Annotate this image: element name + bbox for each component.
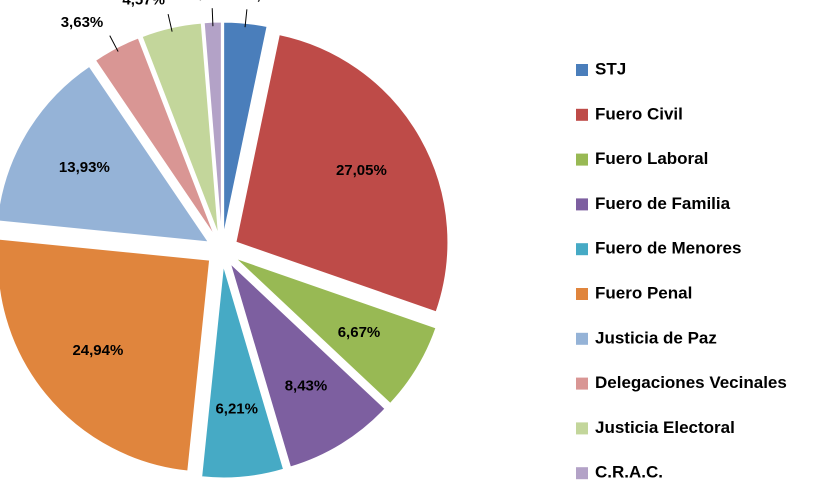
legend-swatch <box>576 243 588 256</box>
pie-slice <box>229 261 386 468</box>
leader-line <box>109 35 119 52</box>
legend-swatch <box>576 198 588 211</box>
legend-label: Justicia Electoral <box>595 418 735 437</box>
leader-line <box>211 8 214 27</box>
legend-swatch <box>576 153 588 166</box>
legend-label: C.R.A.C. <box>595 463 663 482</box>
data-label: 24,94% <box>72 342 123 359</box>
legend-swatch <box>576 288 588 300</box>
leader-line <box>244 9 248 28</box>
legend-label: Fuero Laboral <box>595 149 708 168</box>
legend-label: Fuero Penal <box>595 283 692 302</box>
data-label: 4,57% <box>122 0 165 8</box>
pie-slice <box>235 257 437 405</box>
legend-swatch <box>576 64 588 76</box>
leader-line <box>167 13 173 32</box>
data-label: 6,67% <box>338 324 381 341</box>
legend-label: Justicia de Paz <box>595 328 717 347</box>
data-label: 6,21% <box>215 400 258 417</box>
data-label: 3,63% <box>61 14 104 31</box>
legend-label: Fuero Civil <box>595 104 683 123</box>
pie-slice <box>0 238 211 472</box>
pie-slice <box>201 265 285 479</box>
legend-swatch <box>576 377 588 390</box>
legend-label: STJ <box>595 59 626 78</box>
legend-label: Fuero de Familia <box>595 194 731 213</box>
legend-swatch <box>576 332 588 345</box>
legend-swatch <box>576 467 588 480</box>
legend-label: Fuero de Menores <box>595 239 741 258</box>
legend-label: Delegaciones Vecinales <box>595 373 787 392</box>
data-label: 8,43% <box>285 377 328 394</box>
pie-slice <box>235 34 449 313</box>
data-label: 27,05% <box>336 162 387 179</box>
legend-swatch <box>576 422 588 435</box>
pie-slice <box>0 65 210 243</box>
legend-swatch <box>576 108 588 121</box>
data-label: 3,28% <box>248 0 291 3</box>
data-label: 13,93% <box>59 159 110 176</box>
data-label: 1,29% <box>190 0 233 2</box>
